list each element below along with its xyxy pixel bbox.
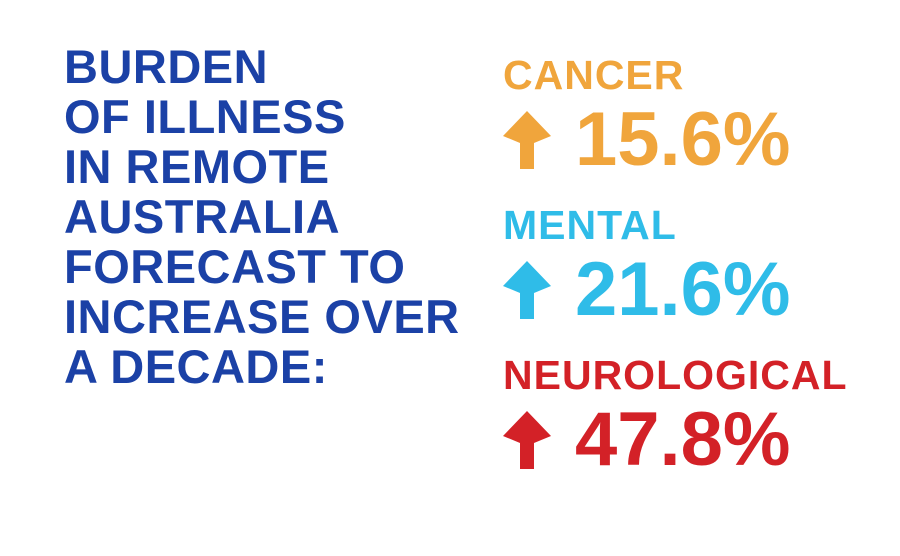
- stat-value: 47.8%: [575, 397, 791, 482]
- stat-value: 21.6%: [575, 247, 791, 332]
- headline-line: A DECADE:: [64, 340, 328, 393]
- stat-label: MENTAL: [503, 202, 677, 248]
- headline-line: OF ILLNESS: [64, 90, 346, 143]
- stat-row: 21.6%: [503, 247, 848, 332]
- headline-line: IN REMOTE: [64, 140, 330, 193]
- stat-neurological: NEUROLOGICAL 47.8%: [503, 352, 848, 482]
- headline-line: BURDEN: [64, 40, 269, 93]
- headline-line: INCREASE OVER: [64, 290, 460, 343]
- stat-mental: MENTAL 21.6%: [503, 202, 848, 332]
- stat-cancer: CANCER 15.6%: [503, 52, 848, 182]
- stat-value: 15.6%: [575, 97, 791, 182]
- up-arrow-icon: [503, 261, 551, 319]
- stat-row: 15.6%: [503, 97, 848, 182]
- headline: BURDEN OF ILLNESS IN REMOTE AUSTRALIA FO…: [64, 42, 460, 392]
- stat-label: NEUROLOGICAL: [503, 352, 848, 398]
- stats-column: CANCER 15.6% MENTAL 21.6% NEUROLOGICAL 4…: [503, 54, 848, 504]
- headline-line: FORECAST TO: [64, 240, 406, 293]
- stat-label: CANCER: [503, 52, 685, 98]
- headline-line: AUSTRALIA: [64, 190, 341, 243]
- stat-row: 47.8%: [503, 397, 848, 482]
- up-arrow-icon: [503, 111, 551, 169]
- up-arrow-icon: [503, 411, 551, 469]
